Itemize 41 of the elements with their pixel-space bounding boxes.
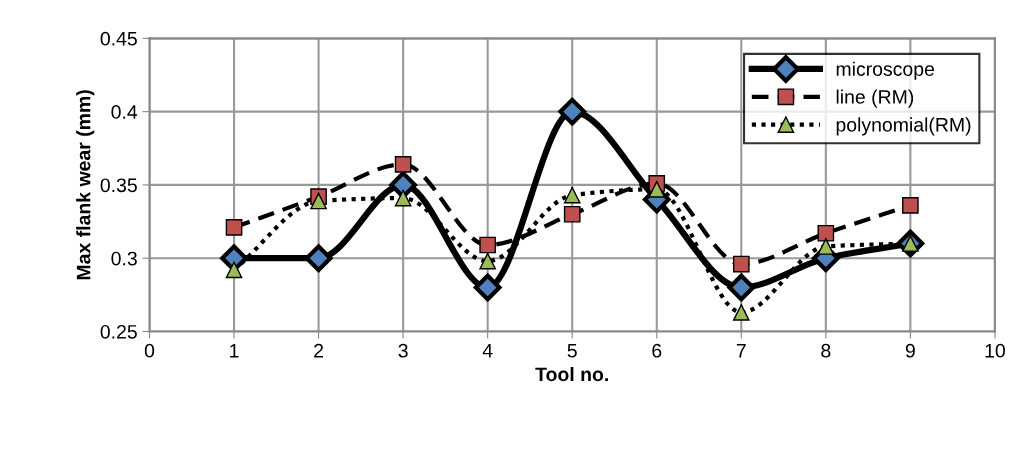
x-tick-label: 6 — [652, 343, 662, 358]
y-tick-label: 0.3 — [111, 251, 137, 266]
x-tick-label: 1 — [230, 344, 239, 358]
point — [225, 261, 243, 279]
x-tick-label: 10 — [985, 343, 1005, 358]
point — [563, 205, 581, 223]
x-tick-label: 8 — [821, 343, 831, 358]
point — [394, 189, 412, 207]
legend-label: polynomial(RM) — [836, 117, 971, 136]
x-tick-label: 9 — [905, 343, 915, 358]
y-tick-label: 0.45 — [100, 31, 137, 46]
point — [473, 273, 502, 302]
point — [558, 97, 587, 126]
point — [727, 273, 756, 302]
point — [304, 244, 333, 273]
point — [817, 224, 835, 242]
legend-label: microscope — [836, 61, 934, 80]
x-tick-label: 0 — [144, 343, 155, 358]
x-tick-label: 2 — [314, 343, 324, 358]
point — [394, 156, 412, 173]
point — [563, 186, 581, 204]
legend-label: line (RM) — [836, 89, 914, 108]
point — [648, 180, 666, 198]
point — [389, 171, 417, 199]
x-axis-title: Tool no. — [535, 366, 608, 382]
point — [479, 252, 496, 270]
x-tick-label: 5 — [567, 344, 577, 358]
point — [310, 192, 327, 210]
point — [732, 304, 750, 321]
point — [817, 238, 835, 255]
point — [479, 236, 496, 254]
y-tick-label: 0.25 — [100, 324, 137, 339]
x-tick-label: 3 — [398, 343, 408, 358]
point — [902, 197, 919, 214]
y-tick-label: 0.4 — [111, 105, 138, 119]
x-tick-label: 7 — [736, 344, 746, 358]
y-tick-label: 0.35 — [100, 178, 137, 193]
x-tick-label: 4 — [482, 344, 493, 358]
y-axis-title: Max flank wear (mm) — [76, 90, 95, 280]
point — [225, 219, 243, 236]
point — [732, 255, 750, 273]
